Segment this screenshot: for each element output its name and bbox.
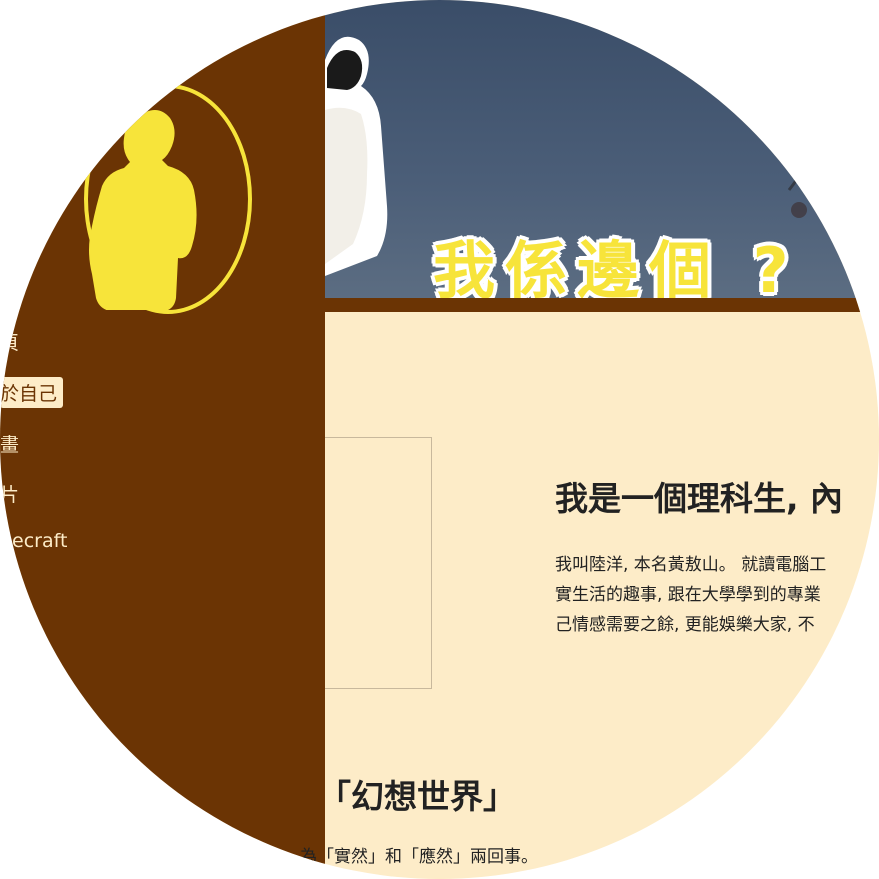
intro-heading: 我是一個理科生, 內	[555, 479, 844, 518]
nav-item-comics[interactable]: 畫	[0, 434, 20, 456]
sidebar: 頁 於自己 畫 片 necraft	[0, 0, 325, 879]
hero-banner: 我係邊個 ?	[325, 0, 879, 300]
logo-ring	[84, 84, 252, 314]
intro-line: 我叫陸洋, 本名黃敖山。 就讀電腦工	[555, 555, 827, 575]
nav-item-home[interactable]: 頁	[0, 332, 20, 354]
photo-placeholder	[325, 437, 432, 689]
nav-item-about[interactable]: 於自己	[0, 377, 64, 408]
intro-line: 實生活的趣事, 跟在大學學到的專業	[555, 585, 821, 605]
silhouette-logo-icon[interactable]	[74, 100, 204, 310]
hero-person-image	[325, 36, 388, 277]
main-content	[325, 312, 879, 879]
nav-item-videos[interactable]: 片	[0, 484, 20, 506]
section-heading: 「幻想世界」	[318, 777, 516, 816]
hero-border	[325, 298, 879, 312]
section-text: 為「實然」和「應然」兩回事。	[300, 847, 538, 867]
hero-title: 我係邊個 ?	[433, 234, 799, 300]
intro-line: 己情感需要之餘, 更能娛樂大家, 不	[555, 615, 815, 635]
nav-item-minecraft[interactable]: necraft	[0, 530, 68, 552]
tree-branch-image	[787, 78, 879, 218]
